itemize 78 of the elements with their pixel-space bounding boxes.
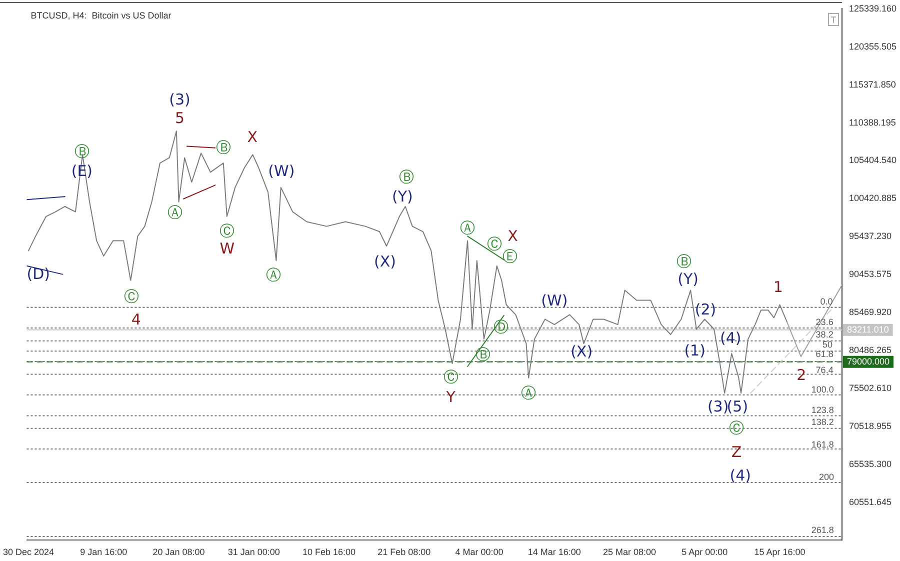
annotation: Ⓓ bbox=[494, 318, 509, 336]
ref-line-label: 83211.010 bbox=[847, 324, 889, 334]
x-tick-label: 25 Mar 08:00 bbox=[603, 547, 656, 558]
annotation: Ⓑ bbox=[398, 168, 414, 186]
annotation: 61.8 bbox=[816, 349, 834, 360]
annotation: 200 bbox=[818, 472, 834, 482]
annotation: Ⓔ bbox=[502, 248, 518, 266]
annotation: (2) bbox=[694, 300, 716, 318]
annotation: Ⓑ bbox=[74, 142, 90, 161]
annotation: Ⓐ bbox=[266, 266, 282, 284]
annotation: Z bbox=[731, 442, 742, 461]
y-tick-label: 60551.645 bbox=[849, 496, 892, 507]
annotation: (W) bbox=[268, 162, 295, 180]
annotation: 0.0 bbox=[820, 296, 833, 306]
annotation: X bbox=[508, 226, 518, 245]
ref-line-label: 79000.000 bbox=[847, 356, 890, 366]
annotation: 50 bbox=[822, 339, 832, 350]
y-tick-label: 65535.300 bbox=[849, 458, 892, 469]
annotation: (3) bbox=[707, 398, 729, 416]
annotation: (X) bbox=[374, 252, 396, 270]
y-tick-label: 90453.575 bbox=[849, 269, 892, 280]
annotation: 2 bbox=[796, 366, 806, 384]
annotation: 100.0 bbox=[811, 384, 834, 395]
annotation: Ⓑ bbox=[216, 138, 231, 157]
annotation: 123.8 bbox=[811, 405, 834, 416]
y-tick-label: 80486.265 bbox=[849, 345, 892, 356]
x-tick-label: 20 Jan 08:00 bbox=[152, 547, 205, 558]
annotation: W bbox=[220, 240, 235, 258]
annotation: Ⓒ bbox=[220, 222, 235, 240]
annotation: Ⓒ bbox=[486, 234, 502, 253]
annotation: (Y) bbox=[392, 188, 413, 206]
y-tick-label: 70518.955 bbox=[849, 421, 892, 432]
annotation: 261.8 bbox=[811, 524, 834, 535]
annotation: Ⓐ bbox=[167, 203, 182, 222]
y-tick-label: 95437.230 bbox=[849, 231, 892, 242]
annotation: (3) bbox=[169, 90, 190, 109]
annotation: (D) bbox=[26, 265, 50, 284]
annotation: Ⓑ bbox=[676, 252, 692, 270]
x-tick-label: 9 Jan 16:00 bbox=[80, 547, 128, 558]
annotation: (4) bbox=[730, 466, 751, 484]
annotation: X bbox=[247, 128, 258, 146]
annotation: 38.2 bbox=[816, 330, 834, 340]
y-tick-label: 125339.160 bbox=[849, 3, 897, 14]
annotation: (Y) bbox=[678, 270, 698, 288]
annotation: 5 bbox=[174, 109, 185, 128]
y-tick-label: 115371.850 bbox=[849, 79, 896, 90]
annotation: Y bbox=[445, 388, 456, 406]
annotation: (4) bbox=[720, 328, 742, 347]
x-tick-label: 30 Dec 2024 bbox=[2, 547, 54, 558]
x-tick-label: 31 Jan 00:00 bbox=[228, 547, 280, 558]
annotation: Ⓒ bbox=[728, 419, 744, 438]
annotation: Ⓒ bbox=[124, 288, 139, 306]
y-tick-label: 120355.505 bbox=[849, 41, 897, 52]
y-tick-label: 100420.885 bbox=[849, 193, 897, 204]
annotation: (5) bbox=[726, 398, 748, 416]
annotation: (1) bbox=[684, 342, 706, 360]
x-tick-label: 10 Feb 16:00 bbox=[302, 547, 356, 558]
annotation: 76.4 bbox=[816, 364, 834, 375]
annotation: Ⓒ bbox=[443, 368, 458, 386]
chart-title: BTCUSD, H4: Bitcoin vs US Dollar bbox=[30, 10, 172, 20]
y-tick-label: 105404.540 bbox=[849, 155, 897, 166]
y-tick-label: 85469.920 bbox=[849, 307, 892, 318]
annotation: Ⓐ bbox=[520, 384, 536, 402]
annotation: Ⓑ bbox=[475, 346, 490, 364]
y-tick-label: 75502.610 bbox=[849, 383, 892, 394]
annotation: 138.2 bbox=[811, 416, 834, 427]
x-tick-label: 5 Apr 00:00 bbox=[682, 547, 728, 558]
annotation: (W) bbox=[541, 292, 568, 310]
annotation: 1 bbox=[773, 278, 783, 296]
annotation: (X) bbox=[570, 342, 593, 361]
x-tick-label: 4 Mar 00:00 bbox=[455, 547, 504, 558]
x-tick-label: 21 Feb 08:00 bbox=[378, 547, 431, 558]
annotation: 4 bbox=[131, 310, 141, 328]
annotation: 161.8 bbox=[811, 440, 834, 450]
x-tick-label: 14 Mar 16:00 bbox=[528, 547, 581, 558]
annotation: Ⓐ bbox=[460, 219, 475, 238]
y-tick-label: 110388.195 bbox=[849, 117, 896, 128]
x-tick-label: 15 Apr 16:00 bbox=[754, 547, 806, 558]
